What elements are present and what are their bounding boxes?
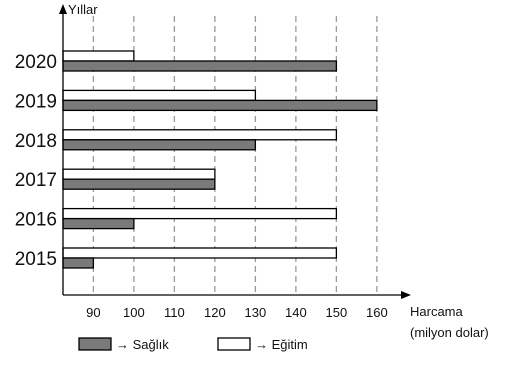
bar-saglik-2020 [62, 60, 338, 72]
x-tick-label-160: 160 [366, 305, 388, 320]
x-tick-label-120: 120 [204, 305, 226, 320]
y-category-label-2016: 2016 [15, 210, 57, 231]
y-category-label-2018: 2018 [15, 131, 57, 152]
bar-egitim-2020 [62, 50, 135, 62]
axes: Yıllar Harcama (milyon dolar) [59, 2, 489, 340]
bar-egitim-2018 [62, 129, 338, 141]
bar-egitim-2015 [62, 247, 338, 259]
x-tick-label-100: 100 [123, 305, 145, 320]
x-tick-label-140: 140 [285, 305, 307, 320]
y-category-labels: 2020 2019 2018 2017 2016 2015 [15, 52, 57, 270]
bar-saglik-2017 [62, 178, 216, 190]
x-axis-arrow [401, 291, 411, 299]
x-axis-label: Harcama [410, 304, 464, 319]
bar-saglik-2015 [62, 257, 95, 269]
x-tick-label-150: 150 [326, 305, 348, 320]
legend-label-saglik: → Sağlık [116, 337, 169, 352]
bar-egitim-2016 [62, 207, 338, 220]
legend-swatch-saglik [78, 337, 112, 351]
x-tick-label-110: 110 [164, 305, 185, 320]
x-tick-label-90: 90 [86, 305, 100, 320]
bar-egitim-2019 [62, 89, 257, 102]
bars [62, 50, 378, 269]
y-category-label-2017: 2017 [15, 170, 57, 191]
y-category-label-2020: 2020 [15, 52, 57, 73]
legend-swatch-egitim [217, 337, 251, 351]
y-category-label-2015: 2015 [15, 249, 57, 270]
x-axis-unit: (milyon dolar) [410, 325, 489, 340]
legend: → Sağlık → Eğitim [78, 337, 308, 352]
x-tick-labels: 90 100 110 120 130 140 150 160 [86, 305, 388, 320]
bar-saglik-2018 [62, 139, 257, 151]
y-category-label-2019: 2019 [15, 91, 57, 112]
y-axis-arrow [59, 4, 67, 14]
bar-egitim-2017 [62, 168, 216, 180]
legend-label-egitim: → Eğitim [255, 337, 308, 352]
x-tick-label-130: 130 [245, 305, 267, 320]
y-axis-label: Yıllar [68, 2, 98, 17]
bar-saglik-2019 [62, 99, 378, 112]
bar-saglik-2016 [62, 217, 135, 230]
